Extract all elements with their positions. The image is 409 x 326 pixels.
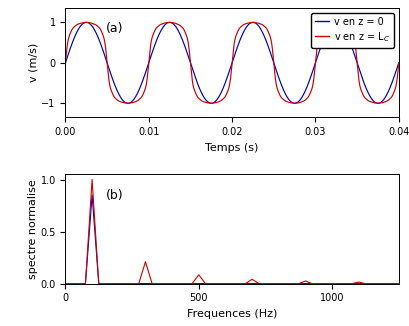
X-axis label: Temps (s): Temps (s) bbox=[205, 143, 259, 153]
Text: (a): (a) bbox=[106, 22, 123, 35]
Y-axis label: spectre normalise: spectre normalise bbox=[27, 179, 38, 279]
Y-axis label: v (m/s): v (m/s) bbox=[29, 43, 39, 82]
Text: (b): (b) bbox=[106, 188, 123, 201]
X-axis label: Frequences (Hz): Frequences (Hz) bbox=[187, 309, 277, 319]
Legend: v en z = 0, v en z = L$_C$: v en z = 0, v en z = L$_C$ bbox=[311, 13, 394, 48]
